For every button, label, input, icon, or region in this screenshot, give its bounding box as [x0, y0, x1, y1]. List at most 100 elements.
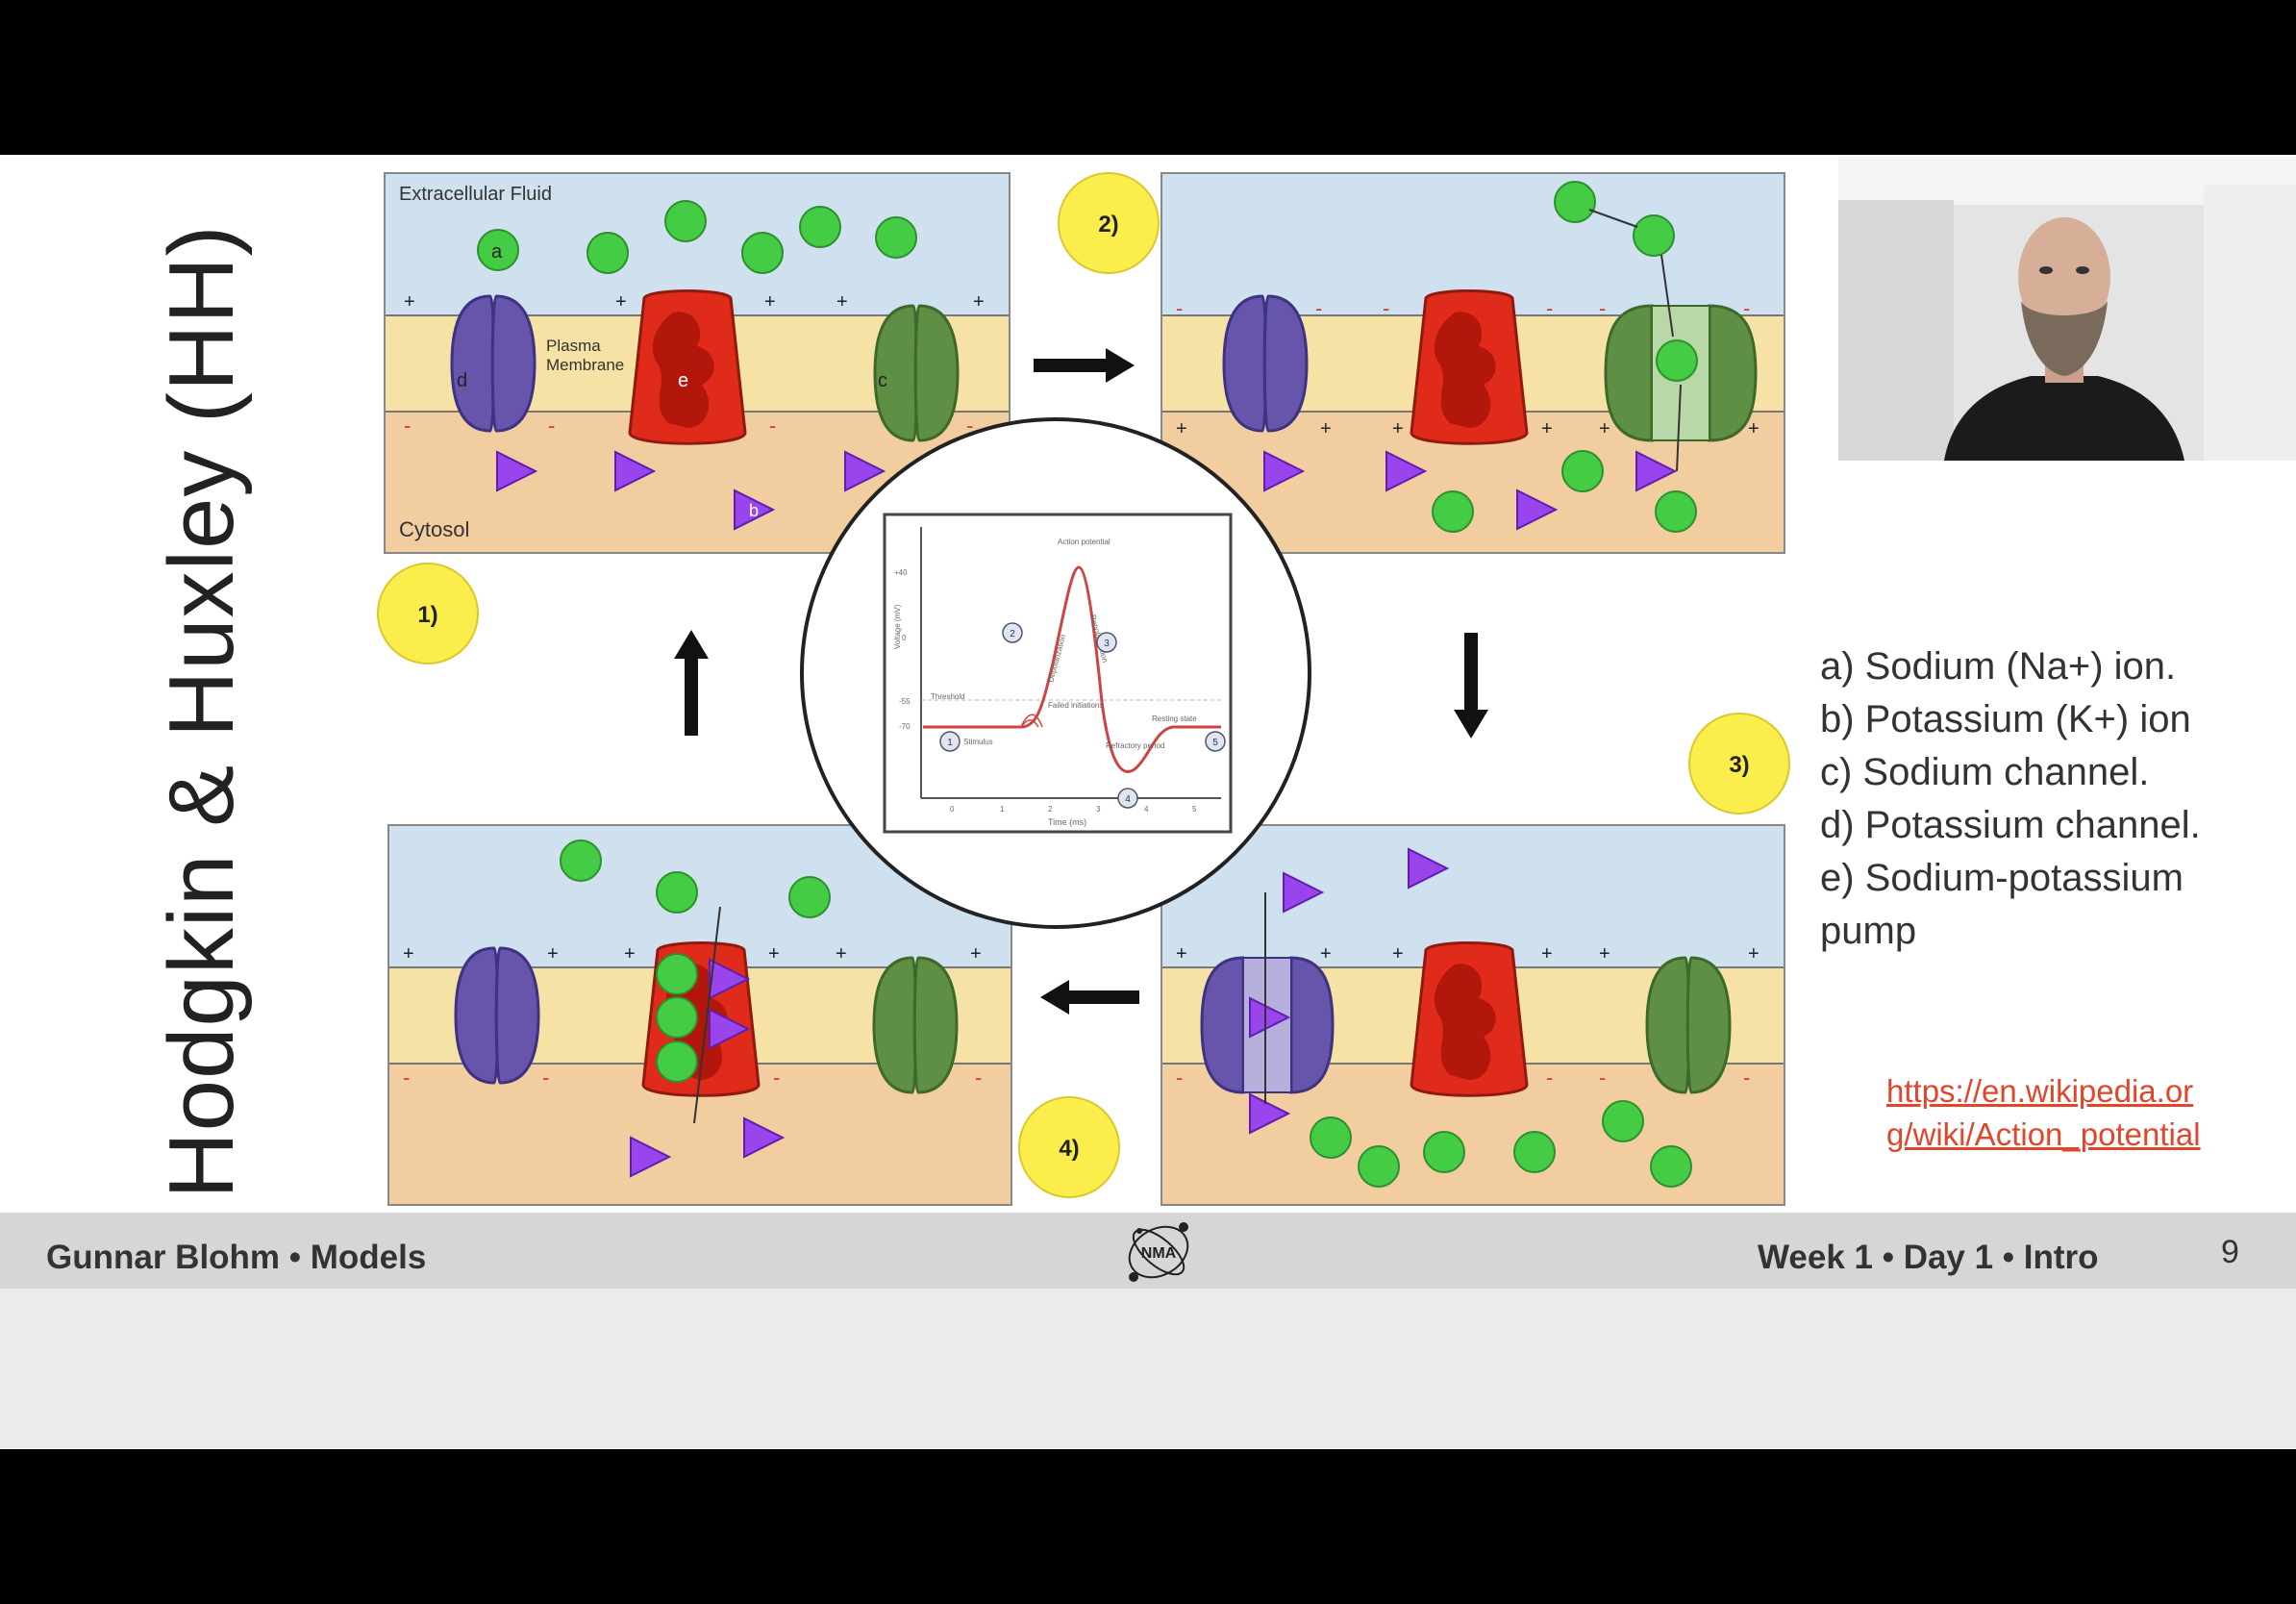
arrow-down	[1454, 633, 1488, 739]
svg-text:-: -	[1546, 296, 1553, 320]
svg-text:+: +	[1599, 943, 1610, 965]
slide-footer	[0, 1213, 2296, 1289]
svg-text:+: +	[973, 291, 985, 313]
svg-text:+: +	[1176, 418, 1187, 439]
potassium-channel-icon	[450, 294, 537, 433]
svg-text:Time (ms): Time (ms)	[1048, 817, 1086, 827]
svg-text:Resting state: Resting state	[1152, 714, 1197, 723]
gray-band	[0, 1289, 2296, 1448]
hh-cycle-diagram: Extracellular Fluid Cytosol Plasma Membr…	[377, 172, 1790, 1206]
svg-text:-70: -70	[899, 722, 911, 731]
svg-text:-: -	[548, 414, 555, 438]
wikipedia-link-line1[interactable]: https://en.wikipedia.or	[1886, 1073, 2194, 1109]
sodium-potassium-pump-icon	[628, 289, 747, 445]
action-potential-graph: +40 0 -55 -70 Voltage (mV) 0 1 2 3 4 5 T…	[800, 417, 1311, 929]
svg-text:5: 5	[1212, 738, 1218, 748]
cytosol-label: Cytosol	[399, 517, 469, 541]
svg-text:+: +	[764, 291, 776, 313]
svg-text:4: 4	[1125, 794, 1131, 805]
nma-logo: NMA	[1120, 1214, 1197, 1291]
legend-item: b) Potassium (K+) ion	[1820, 698, 2191, 740]
svg-text:-: -	[1599, 296, 1606, 320]
panel-3: + + + + + + - - - -	[1160, 824, 1785, 1206]
svg-text:-: -	[773, 1065, 780, 1090]
svg-text:+: +	[1320, 418, 1332, 439]
svg-text:-: -	[403, 1065, 410, 1090]
svg-text:-: -	[1743, 296, 1750, 320]
svg-text:-: -	[966, 414, 973, 438]
step-badge-3: 3)	[1688, 713, 1790, 815]
ion-legend: a) Sodium (Na+) ion. b) Potassium (K+) i…	[1820, 640, 2201, 958]
arrow-up	[674, 630, 709, 736]
svg-text:+: +	[768, 943, 780, 965]
footer-session: Week 1 • Day 1 • Intro	[1758, 1239, 2099, 1276]
svg-text:-55: -55	[899, 697, 911, 706]
svg-text:+: +	[1320, 943, 1332, 965]
svg-text:+: +	[1748, 418, 1759, 439]
svg-text:-: -	[1546, 1065, 1553, 1090]
legend-item: pump	[1820, 910, 1917, 952]
legend-item: e) Sodium-potassium	[1820, 857, 2184, 899]
step-badge-4: 4)	[1018, 1096, 1120, 1198]
slide-title: Hodgkin & Huxley (HH)	[150, 224, 253, 1199]
svg-text:-: -	[404, 414, 411, 438]
svg-text:+: +	[547, 943, 559, 965]
panel-2: - - - - - - + + + + + +	[1160, 172, 1785, 554]
extracellular-label: Extracellular Fluid	[399, 184, 552, 205]
svg-text:Failed initiations: Failed initiations	[1048, 701, 1103, 710]
svg-text:Refractory period: Refractory period	[1106, 741, 1164, 750]
svg-text:3: 3	[1096, 805, 1101, 814]
svg-text:-: -	[1176, 296, 1183, 320]
svg-text:-: -	[542, 1065, 549, 1090]
svg-text:+: +	[1392, 943, 1404, 965]
presenter-webcam	[1838, 157, 2296, 461]
legend-item: d) Potassium channel.	[1820, 804, 2201, 846]
svg-text:Voltage (mV): Voltage (mV)	[893, 604, 902, 649]
label-a: a	[491, 241, 503, 263]
svg-text:3): 3)	[1729, 752, 1749, 778]
svg-text:+: +	[1599, 418, 1610, 439]
footer-presenter: Gunnar Blohm • Models	[46, 1239, 427, 1276]
svg-text:-: -	[975, 1065, 982, 1090]
svg-text:+: +	[1541, 418, 1553, 439]
membrane-label-1: Plasma	[546, 337, 601, 355]
svg-text:2: 2	[1010, 629, 1015, 639]
svg-text:1: 1	[1000, 805, 1005, 814]
wikipedia-link[interactable]: https://en.wikipedia.or g/wiki/Action_po…	[1886, 1069, 2201, 1156]
step-badge-1: 1)	[377, 563, 479, 664]
step-badge-2: 2)	[1058, 172, 1160, 274]
svg-text:-: -	[1599, 1065, 1606, 1090]
svg-text:+: +	[836, 943, 847, 965]
svg-text:-: -	[1383, 296, 1389, 320]
legend-item: a) Sodium (Na+) ion.	[1820, 645, 2177, 688]
svg-text:+: +	[836, 291, 848, 313]
panel-4: + + + + + + - - - -	[387, 824, 1012, 1206]
arrow-left	[1040, 980, 1139, 1015]
svg-text:+: +	[1541, 943, 1553, 965]
svg-text:+: +	[1392, 418, 1404, 439]
svg-text:2: 2	[1048, 805, 1053, 814]
svg-text:-: -	[1315, 296, 1322, 320]
svg-text:-: -	[769, 414, 776, 438]
membrane-label-2: Membrane	[546, 356, 624, 374]
label-e: e	[678, 370, 688, 391]
label-c: c	[878, 370, 887, 391]
svg-text:+: +	[403, 943, 414, 965]
svg-text:+40: +40	[894, 568, 908, 577]
wikipedia-link-line2[interactable]: g/wiki/Action_potential	[1886, 1116, 2201, 1152]
svg-text:5: 5	[1192, 805, 1197, 814]
svg-text:4): 4)	[1059, 1136, 1079, 1162]
svg-text:1: 1	[947, 738, 953, 748]
svg-text:+: +	[404, 291, 415, 313]
svg-text:+: +	[624, 943, 636, 965]
svg-text:+: +	[1748, 943, 1759, 965]
svg-text:0: 0	[902, 634, 907, 642]
svg-text:-: -	[1176, 1065, 1183, 1090]
svg-text:Stimulus: Stimulus	[963, 738, 993, 746]
label-d: d	[457, 370, 467, 391]
arrow-right	[1034, 348, 1135, 383]
svg-text:1): 1)	[417, 602, 437, 628]
label-b: b	[749, 501, 759, 520]
svg-text:4: 4	[1144, 805, 1149, 814]
svg-text:0: 0	[950, 805, 955, 814]
